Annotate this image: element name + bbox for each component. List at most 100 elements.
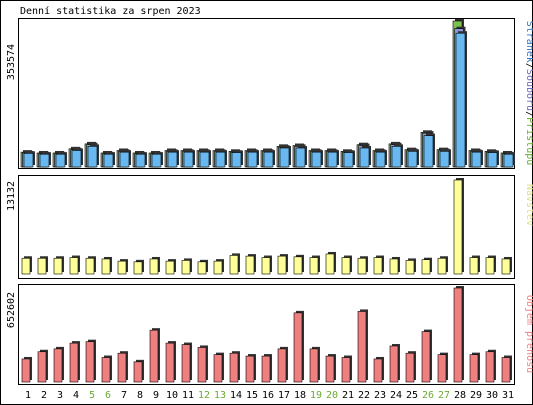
x-label-day-28: 28 bbox=[454, 390, 466, 401]
bar-volume-day-23 bbox=[373, 358, 383, 383]
bar-volume-day-6 bbox=[101, 357, 111, 383]
bar-stránek-day-13 bbox=[215, 151, 226, 168]
bar-stránek-day-3 bbox=[55, 153, 66, 168]
bar-visits-day-28 bbox=[453, 179, 463, 275]
x-label-day-15: 15 bbox=[246, 390, 258, 401]
x-label-day-10: 10 bbox=[166, 390, 178, 401]
bar-volume-day-19 bbox=[309, 348, 319, 383]
bar-visits-day-12 bbox=[197, 261, 207, 275]
bar-stránek-day-14 bbox=[231, 152, 242, 168]
bar-volume-day-22 bbox=[357, 311, 367, 383]
bar-visits-day-29 bbox=[469, 257, 479, 275]
x-label-day-18: 18 bbox=[294, 390, 306, 401]
bar-volume-day-12 bbox=[197, 347, 207, 383]
bar-volume-day-18 bbox=[293, 312, 303, 383]
bar-stránek-day-18 bbox=[295, 147, 306, 168]
x-label-day-9: 9 bbox=[153, 390, 159, 401]
bar-volume-day-14 bbox=[229, 352, 239, 383]
bar-stránek-day-25 bbox=[407, 151, 418, 168]
x-label-day-8: 8 bbox=[137, 390, 143, 401]
bar-visits-day-31 bbox=[501, 258, 511, 275]
bar-visits-day-11 bbox=[181, 260, 191, 275]
bar-visits-day-15 bbox=[245, 255, 255, 275]
bar-volume-day-5 bbox=[85, 341, 95, 383]
bar-stránek-day-11 bbox=[183, 151, 194, 168]
x-label-day-19: 19 bbox=[310, 390, 322, 401]
x-label-day-11: 11 bbox=[182, 390, 194, 401]
x-label-day-13: 13 bbox=[214, 390, 226, 401]
x-label-day-3: 3 bbox=[57, 390, 63, 401]
bar-visits-day-22 bbox=[357, 257, 367, 275]
bar-volume-day-25 bbox=[405, 352, 415, 383]
legend-files: Souborů bbox=[524, 69, 533, 111]
bar-visits-day-2 bbox=[37, 257, 47, 275]
x-label-day-17: 17 bbox=[278, 390, 290, 401]
x-label-day-25: 25 bbox=[406, 390, 418, 401]
x-label-day-1: 1 bbox=[25, 390, 31, 401]
x-label-day-31: 31 bbox=[502, 390, 514, 401]
bar-stránek-day-23 bbox=[375, 151, 386, 168]
bar-visits-day-7 bbox=[117, 260, 127, 275]
bar-stránek-day-31 bbox=[503, 153, 514, 168]
bar-volume-day-11 bbox=[181, 344, 191, 383]
middle-legend: Návštěv bbox=[524, 184, 533, 226]
x-label-day-4: 4 bbox=[73, 390, 79, 401]
x-label-day-5: 5 bbox=[89, 390, 95, 401]
x-label-day-23: 23 bbox=[374, 390, 386, 401]
bar-volume-day-10 bbox=[165, 342, 175, 383]
bar-volume-day-24 bbox=[389, 345, 399, 383]
bottom-panel-frame bbox=[18, 284, 515, 385]
bar-visits-day-21 bbox=[341, 257, 351, 275]
bar-volume-day-17 bbox=[277, 348, 287, 383]
x-label-day-30: 30 bbox=[486, 390, 498, 401]
top-panel-frame bbox=[18, 18, 515, 169]
top-legend: Stránek/Souborů/Přístupů bbox=[524, 21, 533, 166]
bar-stránek-day-4 bbox=[71, 150, 82, 168]
bar-visits-day-27 bbox=[437, 257, 447, 275]
middle-ymax-label: 13132 bbox=[6, 181, 17, 211]
x-label-day-22: 22 bbox=[358, 390, 370, 401]
bar-stránek-day-17 bbox=[279, 147, 290, 168]
bar-visits-day-10 bbox=[165, 260, 175, 275]
bar-visits-day-30 bbox=[485, 257, 495, 275]
x-label-day-16: 16 bbox=[262, 390, 274, 401]
x-axis-day-labels: 1 2 3 4 5 6 7 8 9 10 11 12 13 14 15 16 17 18 19 20 21 22 23 24 2… bbox=[25, 390, 514, 401]
legend-hits: Přístupů bbox=[524, 117, 533, 165]
bar-visits-day-16 bbox=[261, 257, 271, 275]
bar-stránek-day-19 bbox=[311, 151, 322, 168]
x-label-day-20: 20 bbox=[326, 390, 338, 401]
bar-stránek-day-1 bbox=[23, 153, 34, 168]
bar-volume-day-20 bbox=[325, 355, 335, 383]
bar-visits-day-20 bbox=[325, 253, 335, 275]
bar-visits-day-8 bbox=[133, 261, 143, 275]
bar-volume-day-9 bbox=[149, 329, 159, 383]
x-label-day-12: 12 bbox=[198, 390, 210, 401]
bar-volume-day-27 bbox=[437, 354, 447, 383]
bar-visits-day-6 bbox=[101, 258, 111, 275]
x-label-day-27: 27 bbox=[438, 390, 450, 401]
middle-panel-frame bbox=[18, 175, 515, 279]
x-label-day-26: 26 bbox=[422, 390, 434, 401]
legend-sep-2: / bbox=[524, 111, 533, 117]
bar-visits-day-26 bbox=[421, 259, 431, 275]
bar-stránek-day-16 bbox=[263, 151, 274, 168]
bar-volume-day-1 bbox=[21, 358, 31, 383]
bar-visits-day-14 bbox=[229, 255, 239, 275]
bar-volume-day-8 bbox=[133, 361, 143, 383]
x-label-day-7: 7 bbox=[121, 390, 127, 401]
chart-title: Denní statistika za srpen 2023 bbox=[20, 5, 201, 17]
bar-stránek-day-2 bbox=[39, 153, 50, 168]
legend-sep-1: / bbox=[524, 63, 533, 69]
bar-stránek-day-20 bbox=[327, 151, 338, 168]
bar-visits-day-19 bbox=[309, 257, 319, 275]
bar-stránek-day-12 bbox=[199, 151, 210, 168]
bar-stránek-day-7 bbox=[119, 151, 130, 168]
bar-stránek-day-26 bbox=[423, 135, 434, 168]
bar-volume-day-13 bbox=[213, 354, 223, 383]
x-label-day-14: 14 bbox=[230, 390, 242, 401]
x-label-day-6: 6 bbox=[105, 390, 111, 401]
bar-volume-day-15 bbox=[245, 355, 255, 383]
bar-volume-day-28 bbox=[453, 287, 463, 383]
bar-volume-day-29 bbox=[469, 354, 479, 383]
